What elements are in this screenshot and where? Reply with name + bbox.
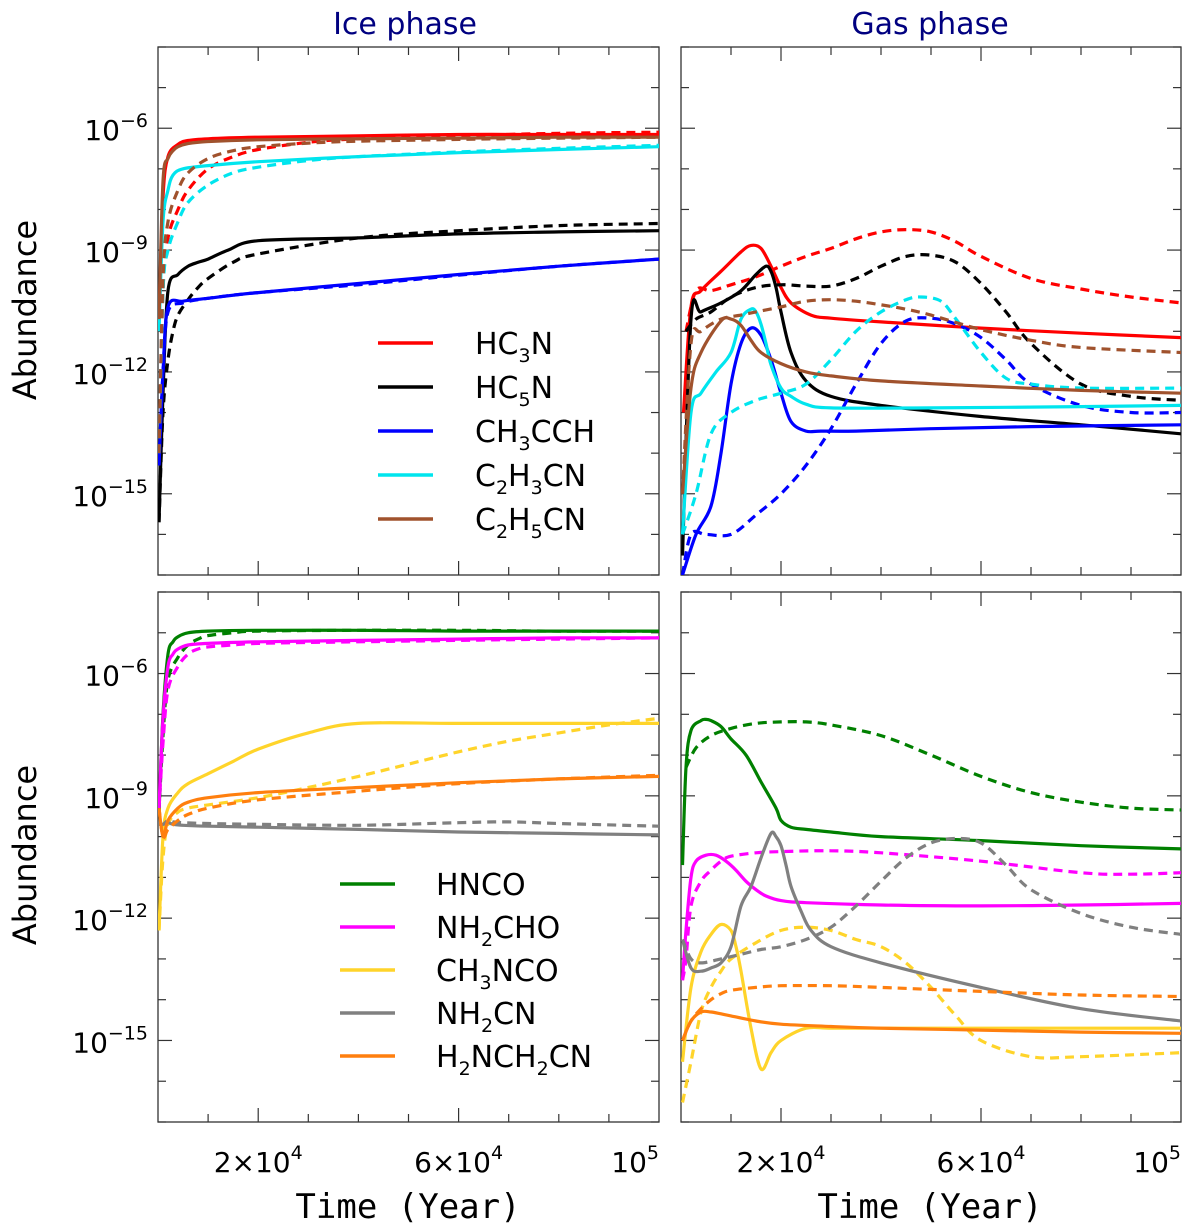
xtick-label: 105 xyxy=(1133,1142,1181,1179)
panel-top-ice: 10−6 10−9 10−12 10−15 HC3NHC5NCH3CCHC2H3CNC2… xyxy=(72,46,660,576)
legend-label: C2H5CN xyxy=(475,503,586,543)
series-group xyxy=(158,130,659,523)
ytick-label: 10−12 xyxy=(72,900,148,937)
series-c2h3cn-dashed xyxy=(681,295,1181,535)
series-nh2cho-dashed xyxy=(158,636,659,809)
series-c2h5cn-dashed xyxy=(158,135,659,454)
series-c2h3cn-dashed xyxy=(158,143,659,454)
series-ch3nco-solid xyxy=(158,721,659,931)
series-c2h5cn-solid xyxy=(681,316,1181,494)
series-group xyxy=(158,628,659,931)
series-hnco-dashed xyxy=(158,628,659,813)
ytick-label: 10−9 xyxy=(84,232,148,269)
series-hnco-dashed xyxy=(684,720,1181,812)
panels: 10−6 10−9 10−12 10−15 HC3NHC5NCH3CCHC2H3CNC2… xyxy=(72,46,1182,1179)
ytick-label: 10−15 xyxy=(72,476,148,513)
xtick-label: 2×104 xyxy=(214,1142,303,1179)
legend-label: HC3N xyxy=(475,327,553,367)
series-ch3nco-dashed xyxy=(681,925,1181,1103)
ylabel-top: Abundance xyxy=(6,220,44,400)
series-c2h3cn-solid xyxy=(158,145,659,332)
legend-label: CH3CCH xyxy=(475,415,595,455)
series-ch3cch-solid xyxy=(158,257,659,466)
series-hc5n-solid xyxy=(681,264,1181,556)
legend-label: H2NCH2CN xyxy=(436,1040,592,1080)
series-group xyxy=(681,228,1181,575)
ytick-label: 10−12 xyxy=(72,354,148,391)
legend-label: NH2CHO xyxy=(436,911,560,951)
series-nh2cn-dashed xyxy=(681,836,1181,965)
series-c2h3cn-solid xyxy=(681,307,1181,535)
xtick-label: 2×104 xyxy=(737,1142,826,1179)
series-nh2cn-dashed xyxy=(158,818,659,828)
xtick-label: 6×104 xyxy=(414,1142,503,1179)
ylabel-bottom: Abundance xyxy=(6,765,44,945)
panel-bottom-ice: 10−6 10−9 10−12 10−15 2×104 6×104 105 HNCO NH2CH… xyxy=(72,591,660,1179)
series-ch3cch-dashed xyxy=(681,316,1181,575)
series-h2nch2cn-dashed xyxy=(158,773,659,840)
series-hnco-solid xyxy=(681,717,1181,866)
series-group xyxy=(681,717,1181,1103)
xlabel-left: Time (Year) xyxy=(295,1187,520,1227)
series-c2h5cn-solid xyxy=(158,135,659,320)
xtick-label: 105 xyxy=(611,1142,659,1179)
axes-frame xyxy=(680,591,1182,1123)
ytick-label: 10−6 xyxy=(84,110,148,147)
ytick-label: 10−9 xyxy=(84,778,148,815)
series-hc5n-dashed xyxy=(684,253,1181,402)
panel-top-gas xyxy=(680,46,1182,576)
legend-label: HC5N xyxy=(475,371,553,411)
xtick-label: 6×104 xyxy=(937,1142,1026,1179)
series-hc5n-dashed xyxy=(158,221,659,523)
gas-phase-title: Gas phase xyxy=(851,7,1008,42)
legend-label: HNCO xyxy=(436,868,526,903)
series-hc3n-dashed xyxy=(684,228,1181,332)
legend-label: NH2CN xyxy=(436,997,536,1037)
series-h2nch2cn-solid xyxy=(681,1009,1181,1042)
series-hc3n-dashed xyxy=(158,130,659,454)
axes-frame xyxy=(157,46,660,576)
panel-bottom-gas: 2×104 6×104 105 xyxy=(680,591,1182,1179)
ytick-label: 10−15 xyxy=(72,1022,148,1059)
legend-label: C2H3CN xyxy=(475,459,586,499)
series-nh2cn-solid xyxy=(681,830,1181,1023)
ice-phase-title: Ice phase xyxy=(333,7,477,42)
xlabel-right: Time (Year) xyxy=(817,1187,1042,1227)
series-ch3cch-solid xyxy=(681,326,1181,575)
series-c2h5cn-dashed xyxy=(681,298,1181,494)
legend-label: CH3NCO xyxy=(436,954,559,994)
series-ch3nco-solid xyxy=(681,922,1181,1072)
series-h2nch2cn-dashed xyxy=(681,983,1181,1042)
ytick-label: 10−6 xyxy=(84,656,148,693)
